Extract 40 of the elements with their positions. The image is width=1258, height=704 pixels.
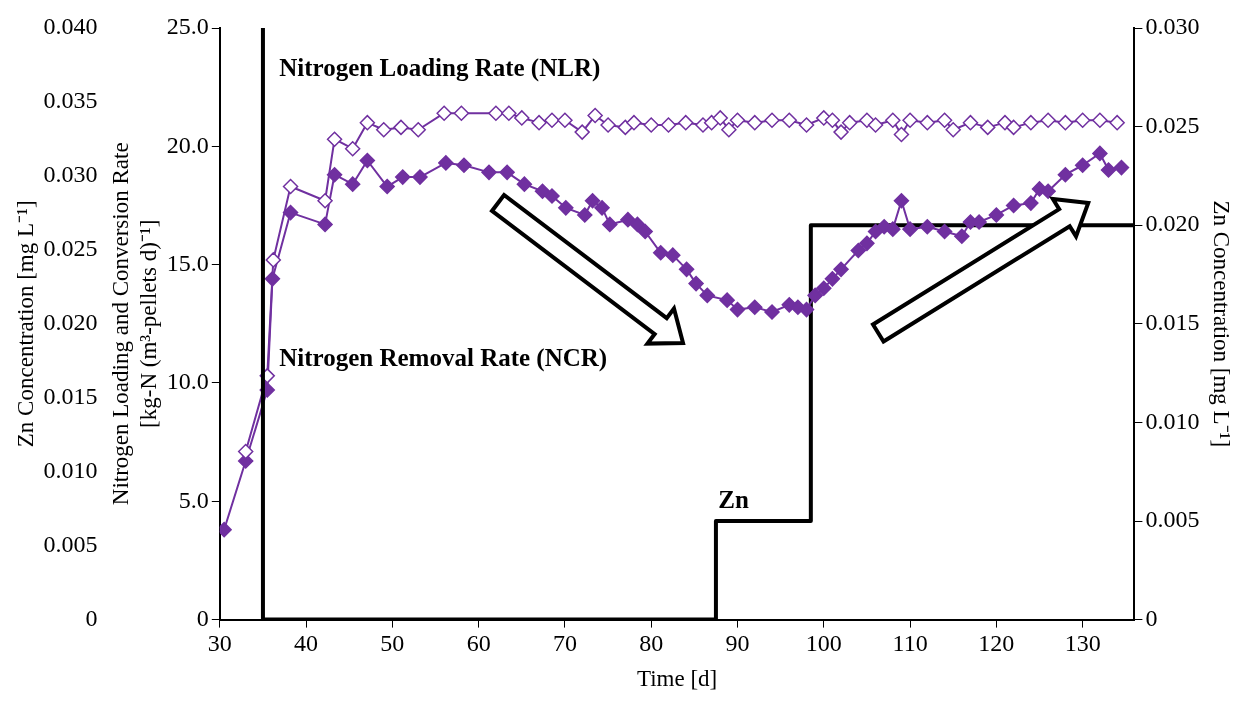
y3-tick-label: 0.005 [43,530,98,557]
y2-tick-label: 0.025 [1145,111,1200,138]
x-tick-label: 80 [639,630,664,657]
y-axis-title: Nitrogen Loading and Conversion Rate [kg-N (m³-pellets d)⁻¹] [108,142,162,506]
y3-tick-label: 0.035 [43,87,98,114]
x-tick-label: 60 [466,630,491,657]
x-tick-label: 100 [805,630,842,657]
annotation: Zn [718,485,749,513]
y-tick-label: 15.0 [166,249,209,276]
y-tick-label: 0 [196,604,209,631]
y2-tick-label: 0.005 [1145,506,1200,533]
x-axis-title: Time [d] [636,666,718,692]
y3-tick-label: 0.030 [43,161,98,188]
x-tick-label: 40 [294,630,319,657]
x-tick-label: 130 [1064,630,1101,657]
y3-tick-label: 0.025 [43,235,98,262]
x-tick-label: 30 [207,630,232,657]
y3-tick-label: 0 [85,604,98,631]
x-tick-label: 50 [380,630,405,657]
y3-tick-label: 0.015 [43,383,98,410]
annotation: Nitrogen Removal Rate (NCR) [279,343,608,372]
x-tick-label: 110 [892,630,928,657]
y2-axis-title: Zn Concentration [mg L⁻¹] [1209,200,1235,448]
y2-tick-label: 0.010 [1145,407,1200,434]
x-tick-label: 120 [978,630,1015,657]
y-tick-label: 25.0 [166,13,209,40]
y3-tick-label: 0.020 [43,309,98,336]
annotation: Nitrogen Loading Rate (NLR) [279,53,601,82]
y3-axis-title: Zn Concentration [mg L⁻¹] [12,200,38,448]
y-tick-label: 20.0 [166,131,209,158]
y-tick-label: 5.0 [178,486,209,513]
y3-tick-label: 0.010 [43,457,98,483]
y2-tick-label: 0 [1145,604,1158,631]
y2-tick-label: 0.030 [1145,13,1200,40]
y2-tick-label: 0.020 [1145,210,1200,237]
y2-tick-label: 0.015 [1145,309,1200,336]
y-tick-label: 10.0 [166,368,209,395]
x-tick-label: 70 [552,630,577,657]
x-tick-label: 90 [725,630,750,657]
y3-tick-label: 0.040 [43,13,98,40]
